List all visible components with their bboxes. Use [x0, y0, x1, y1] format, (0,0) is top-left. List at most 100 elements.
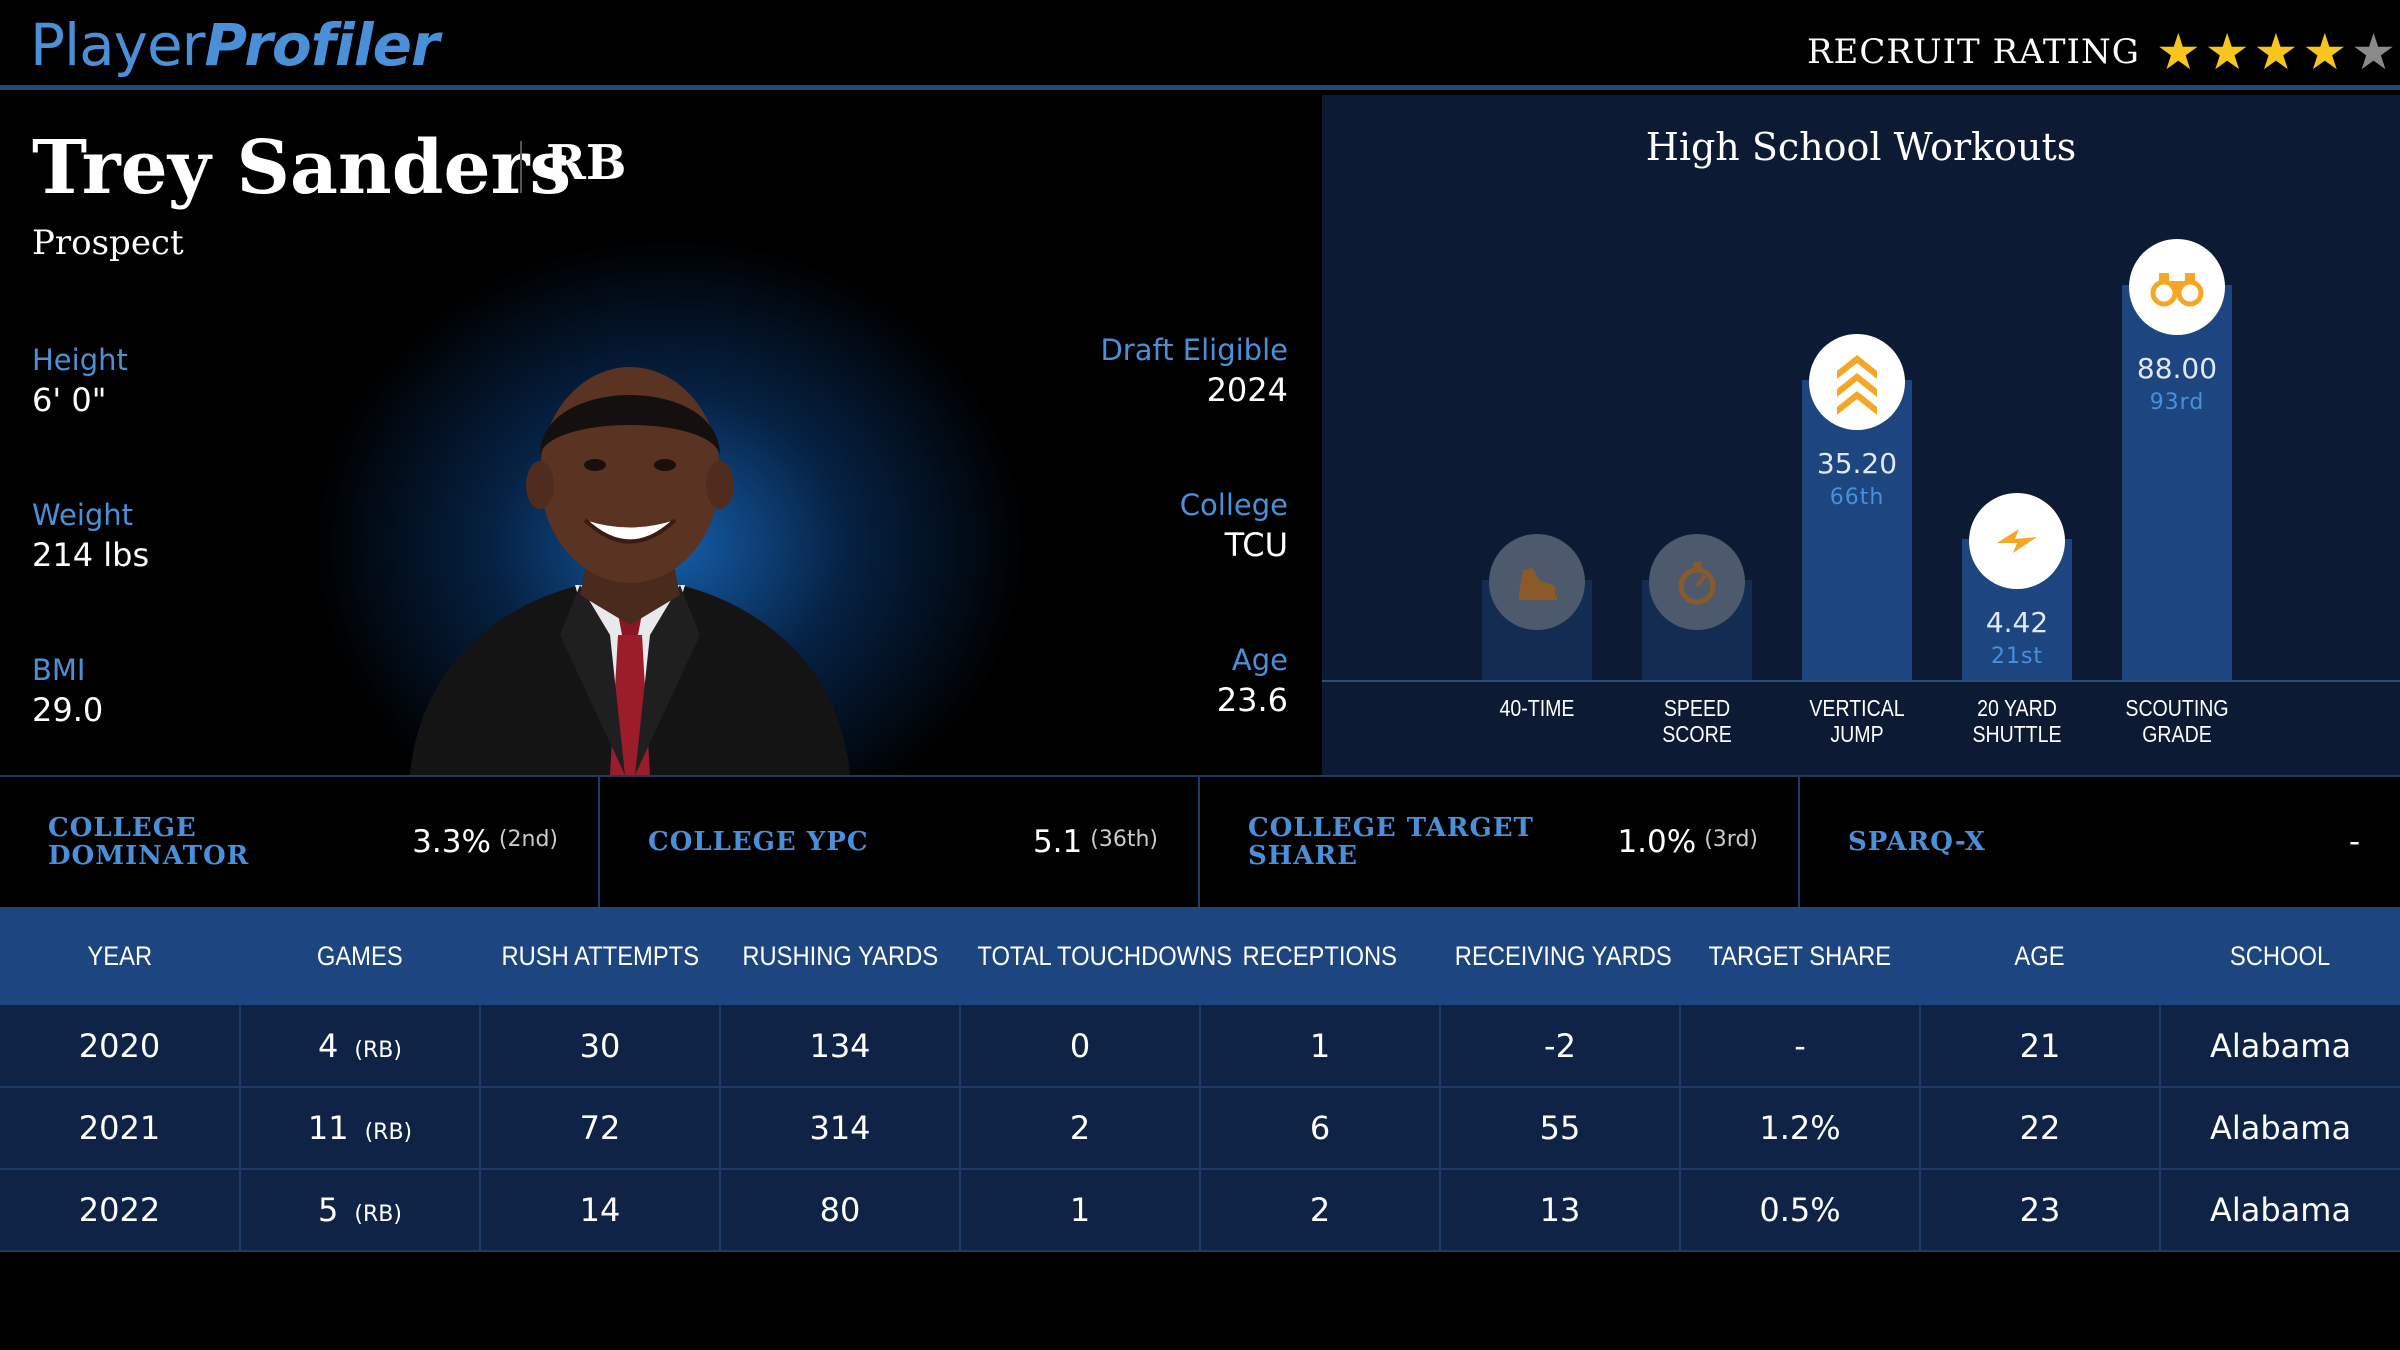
age-label: Age	[1231, 643, 1288, 677]
draft-value: 2024	[1206, 371, 1288, 409]
star-icon: ★	[2351, 23, 2396, 81]
cell-rush-yds: 134	[720, 1005, 961, 1088]
college-metrics-strip: COLLEGE DOMINATOR 3.3% (2nd) COLLEGE YPC 5.1…	[0, 775, 2400, 907]
metric-college-ypc[interactable]: COLLEGE YPC 5.1 (36th)	[600, 777, 1200, 907]
workout-label: 40-TIME	[1461, 695, 1614, 721]
column-header-year[interactable]: YEAR	[0, 907, 240, 1005]
workout-label-line1: SPEED	[1663, 695, 1731, 721]
metric-college-target-share[interactable]: COLLEGE TARGET SHARE 1.0% (3rd)	[1200, 777, 1800, 907]
cell-rush-yds: 80	[720, 1169, 961, 1252]
cell-tds: 0	[960, 1005, 1201, 1088]
column-header-target-share[interactable]: TARGET SHARE	[1680, 907, 1920, 1005]
workout-label: SPEED SCORE	[1621, 695, 1774, 747]
column-header-label: YEAR	[87, 940, 153, 971]
cell-value: Alabama	[2209, 1026, 2352, 1065]
binoculars-icon	[2129, 239, 2225, 335]
workout-label: VERTICAL JUMP	[1781, 695, 1934, 747]
workout-label: SCOUTING GRADE	[2101, 695, 2254, 747]
cell-position-tag: (RB)	[354, 1202, 402, 1227]
high-school-workouts-panel: High School Workouts 40-TIME SPEED SCORE 35…	[1322, 95, 2400, 775]
workout-bar-fill	[2122, 285, 2232, 680]
workout-percentile: 21st	[1990, 644, 2044, 669]
cell-value: 5	[318, 1191, 339, 1229]
column-header-receiving-yards[interactable]: RECEIVING YARDS	[1440, 907, 1680, 1005]
cell-games: 5 (RB)	[240, 1169, 481, 1252]
workout-bar-scouting-grade[interactable]: 88.00 93rd	[2122, 235, 2232, 680]
metric-value: -	[2349, 777, 2360, 907]
workout-value: 88.00	[2136, 352, 2218, 385]
workout-label-line1: SCOUTING	[2125, 695, 2229, 721]
workout-bar-40-time[interactable]	[1482, 530, 1592, 680]
star-icon: ★	[2155, 23, 2201, 81]
column-header-rush-attempts[interactable]: RUSH ATTEMPTS	[480, 907, 720, 1005]
player-profiler-logo[interactable]: PlayerProfiler	[30, 10, 440, 80]
star-icon: ★	[2253, 23, 2299, 81]
metric-number: -	[2348, 824, 2360, 860]
cell-value: 80	[819, 1191, 861, 1229]
cell-value: 1.2%	[1759, 1109, 1841, 1147]
workout-bar-speed-score[interactable]	[1642, 530, 1752, 680]
player-position: RB	[546, 135, 627, 191]
table-row: 2022 5 (RB) 14 80 1 2 13 0.5% 23 Alabama	[0, 1169, 2400, 1252]
cell-rush-att: 72	[480, 1087, 721, 1170]
workout-bar-20-yard-shuttle[interactable]: 4.42 21st	[1962, 489, 2072, 680]
bmi-label: BMI	[32, 653, 86, 687]
metric-number: 1.0%	[1617, 824, 1697, 860]
cell-target: -	[1680, 1005, 1921, 1088]
weight-value: 214 lbs	[32, 536, 150, 574]
recruit-rating-label: RECRUIT RATING	[1806, 32, 2140, 72]
cell-position-tag: (RB)	[364, 1120, 413, 1145]
running-shoe-icon	[1489, 534, 1585, 630]
column-header-games[interactable]: GAMES	[240, 907, 480, 1005]
height-attr: Height 6' 0"	[32, 340, 128, 420]
column-header-total-touchdowns[interactable]: TOTAL TOUCHDOWNS	[960, 907, 1232, 1005]
workout-label-line1: 40-TIME	[1499, 695, 1575, 721]
height-label: Height	[32, 343, 128, 377]
cell-value: -	[1794, 1026, 1806, 1065]
cell-tds: 2	[960, 1087, 1201, 1170]
cell-value: 2020	[78, 1026, 161, 1065]
cell-value: 72	[579, 1109, 621, 1147]
top-bar: PlayerProfiler RECRUIT RATING ★★★★★	[0, 0, 2400, 90]
cell-games: 11 (RB)	[240, 1087, 481, 1170]
workout-bar-vertical-jump[interactable]: 35.20 66th	[1802, 330, 1912, 680]
college-attr: College TCU	[1180, 485, 1288, 565]
cell-target: 0.5%	[1680, 1169, 1921, 1252]
column-header-age[interactable]: AGE	[1920, 907, 2160, 1005]
column-header-label: GAMES	[317, 940, 403, 971]
height-value: 6' 0"	[32, 381, 107, 419]
metric-sparq-x[interactable]: SPARQ-X -	[1800, 777, 2400, 907]
cell-school: Alabama	[2160, 1169, 2400, 1252]
cell-value: 11	[307, 1109, 349, 1147]
workout-label-line1: VERTICAL	[1809, 695, 1905, 721]
workout-bar-fill	[1802, 380, 1912, 680]
column-header-label: AGE	[2014, 940, 2066, 971]
cell-target: 1.2%	[1680, 1087, 1921, 1170]
cell-value: Alabama	[2209, 1109, 2352, 1147]
weight-label: Weight	[32, 498, 134, 532]
star-icon: ★	[2204, 23, 2250, 81]
metric-rank: (36th)	[1090, 826, 1158, 852]
bmi-attr: BMI 29.0	[32, 650, 103, 730]
metric-college-dominator[interactable]: COLLEGE DOMINATOR 3.3% (2nd)	[0, 777, 600, 907]
workout-label-line2: SHUTTLE	[1972, 721, 2062, 747]
stopwatch-icon	[1649, 534, 1745, 630]
column-header-label: RECEPTIONS	[1242, 940, 1398, 971]
chevrons-up-icon	[1809, 334, 1905, 430]
cell-rec: 6	[1200, 1087, 1441, 1170]
cell-value: 23	[2019, 1191, 2061, 1229]
column-header-receptions[interactable]: RECEPTIONS	[1200, 907, 1440, 1005]
cell-rec-yds: 55	[1440, 1087, 1681, 1170]
cell-school: Alabama	[2160, 1005, 2400, 1088]
metric-rank: (3rd)	[1704, 826, 1758, 852]
column-header-school[interactable]: SCHOOL	[2160, 907, 2400, 1005]
column-header-label: TARGET SHARE	[1708, 940, 1892, 971]
workout-label-line2: GRADE	[2142, 721, 2212, 747]
cell-value: 1	[1309, 1026, 1331, 1065]
workout-label: 20 YARD SHUTTLE	[1941, 695, 2094, 747]
cell-value: 13	[1539, 1191, 1581, 1229]
table-body: 2020 4 (RB) 30 134 0 1 -2-21 Alabama 2021 11 (RB) 72…	[0, 1005, 2400, 1252]
cell-year: 2021	[0, 1087, 241, 1170]
recruit-rating: RECRUIT RATING ★★★★★	[1807, 22, 2400, 82]
column-header-rushing-yards[interactable]: RUSHING YARDS	[720, 907, 960, 1005]
